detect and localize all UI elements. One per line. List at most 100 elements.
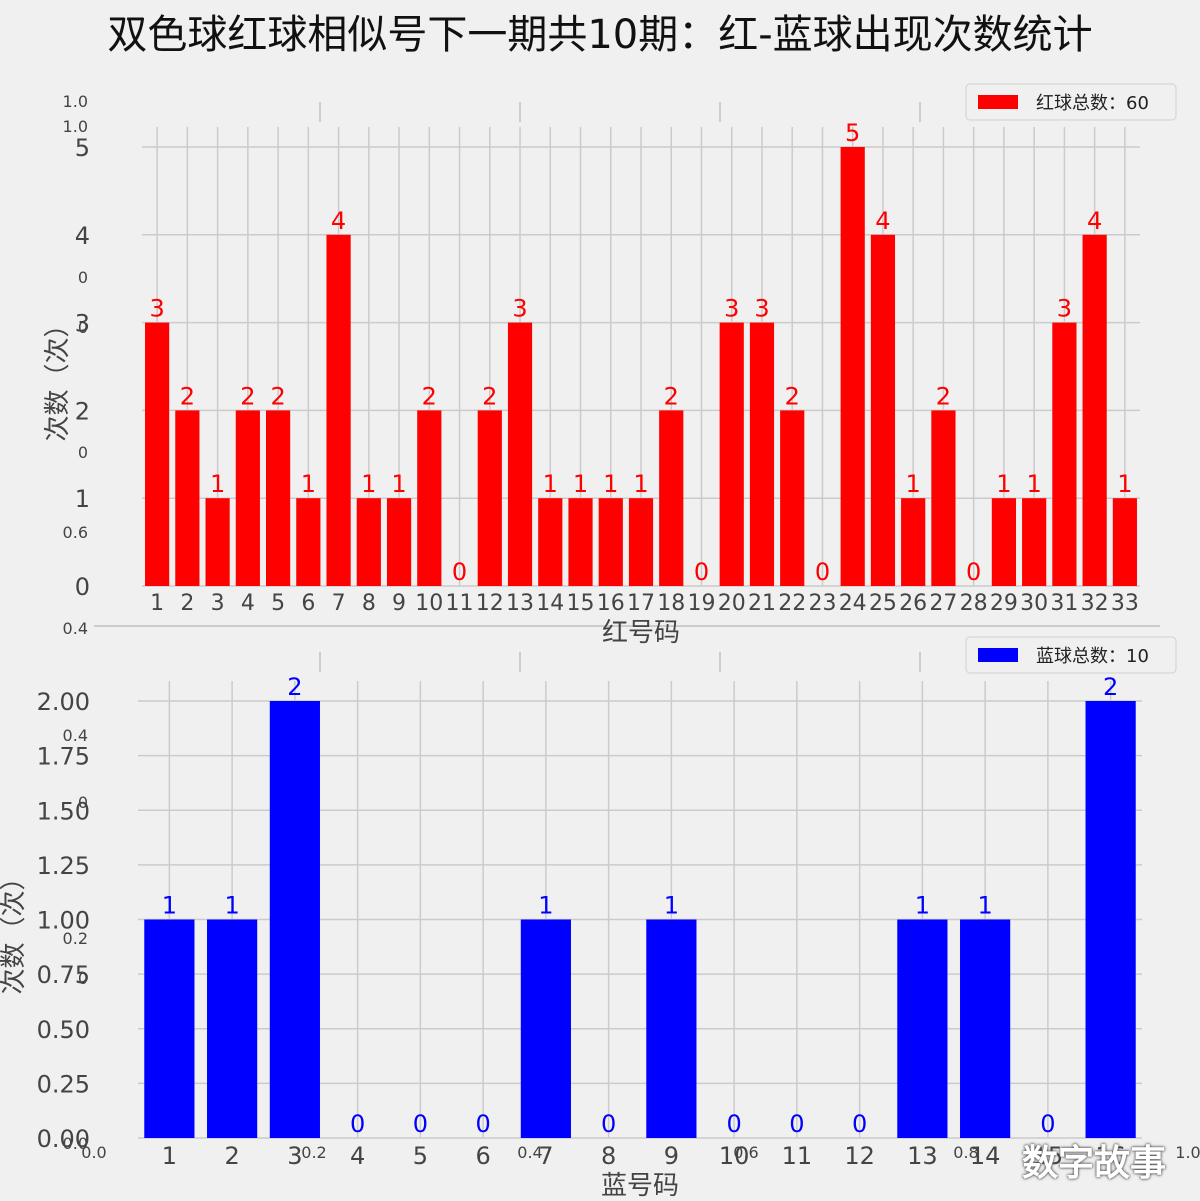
bar-value-label: 2 bbox=[240, 382, 255, 410]
legend-swatch bbox=[978, 95, 1018, 109]
background-x-tick-label: 0.4 bbox=[517, 1143, 542, 1162]
y-tick-label: 2 bbox=[75, 397, 90, 425]
bar-value-label: 1 bbox=[603, 470, 618, 498]
x-axis-label: 红号码 bbox=[602, 618, 680, 648]
legend-box bbox=[965, 636, 1177, 674]
x-tick-label: 18 bbox=[657, 591, 685, 616]
y-tick-label: 0.00 bbox=[37, 1125, 90, 1153]
bar-value-label: 2 bbox=[936, 382, 951, 410]
x-tick-label: 13 bbox=[506, 591, 534, 616]
x-tick-label: 4 bbox=[241, 591, 255, 616]
x-tick-label: 8 bbox=[601, 1142, 616, 1170]
background-y-tick-label: 1.0 bbox=[63, 92, 88, 111]
background-y-tick-label: 0.0 bbox=[63, 1134, 88, 1153]
bar-value-label: 1 bbox=[633, 470, 648, 498]
bar bbox=[477, 410, 502, 586]
x-tick-label: 17 bbox=[627, 591, 655, 616]
bar-value-label: 1 bbox=[1027, 470, 1042, 498]
bar-value-label: 2 bbox=[422, 382, 437, 410]
bar-value-label: 4 bbox=[1087, 207, 1102, 235]
watermark: 数字故事 bbox=[1022, 1143, 1167, 1184]
bar-value-label: 2 bbox=[180, 382, 195, 410]
bar bbox=[386, 498, 412, 586]
x-tick-label: 3 bbox=[211, 591, 225, 616]
y-tick-label: 0.25 bbox=[37, 1070, 90, 1098]
legend-label: 红球总数：60 bbox=[1036, 93, 1149, 114]
bar-value-label: 0 bbox=[601, 1110, 616, 1138]
x-tick-label: 33 bbox=[1111, 591, 1139, 616]
background-y-tick-label: 0 bbox=[78, 443, 88, 462]
y-tick-label: 1 bbox=[75, 485, 90, 513]
bar bbox=[897, 919, 948, 1138]
bar-value-label: 1 bbox=[538, 892, 553, 920]
bar bbox=[1052, 322, 1077, 586]
background-x-tick-label: 0.2 bbox=[301, 1143, 326, 1162]
bar bbox=[1112, 498, 1137, 586]
bar-value-label: 1 bbox=[543, 470, 558, 498]
background-y-tick-label: 0.6 bbox=[63, 523, 88, 542]
legend-label: 蓝球总数：10 bbox=[1036, 646, 1149, 667]
background-x-tick-label: 0.0 bbox=[81, 1143, 106, 1162]
x-tick-label: 27 bbox=[929, 591, 957, 616]
bar-value-label: 0 bbox=[694, 558, 709, 586]
bar bbox=[646, 919, 697, 1138]
bar bbox=[507, 322, 533, 586]
y-tick-label: 1.25 bbox=[37, 852, 90, 880]
y-tick-label: 1.75 bbox=[37, 743, 90, 771]
bar bbox=[931, 410, 956, 586]
x-tick-label: 3 bbox=[287, 1142, 302, 1170]
x-tick-label: 30 bbox=[1020, 591, 1048, 616]
x-tick-label: 22 bbox=[778, 591, 806, 616]
x-tick-label: 8 bbox=[362, 591, 376, 616]
bar-value-label: 1 bbox=[210, 470, 225, 498]
bar bbox=[628, 498, 654, 586]
x-tick-label: 6 bbox=[301, 591, 315, 616]
bar-value-label: 1 bbox=[301, 470, 316, 498]
bar-value-label: 1 bbox=[391, 470, 406, 498]
bar bbox=[780, 410, 805, 586]
bar-value-label: 3 bbox=[724, 295, 739, 323]
x-tick-label: 9 bbox=[664, 1142, 679, 1170]
y-tick-label: 1.50 bbox=[37, 797, 90, 825]
x-tick-label: 32 bbox=[1081, 591, 1109, 616]
bar-value-label: 3 bbox=[1057, 295, 1072, 323]
bar bbox=[659, 410, 684, 586]
bar-value-label: 0 bbox=[1040, 1110, 1055, 1138]
bar bbox=[296, 498, 321, 586]
y-axis-label: 次数（次） bbox=[0, 864, 29, 994]
bar-value-label: 4 bbox=[331, 207, 346, 235]
bar bbox=[598, 498, 623, 586]
x-tick-label: 9 bbox=[392, 591, 406, 616]
x-tick-label: 14 bbox=[970, 1142, 1001, 1170]
bar bbox=[144, 919, 195, 1138]
background-y-tick-label: 0 bbox=[78, 268, 88, 287]
bar bbox=[175, 410, 200, 586]
bar-value-label: 0 bbox=[475, 1110, 490, 1138]
bar-value-label: 1 bbox=[906, 470, 921, 498]
x-tick-label: 28 bbox=[960, 591, 988, 616]
background-y-tick-label: 0.2 bbox=[63, 929, 88, 948]
x-tick-label: 4 bbox=[350, 1142, 365, 1170]
bar-value-label: 1 bbox=[573, 470, 588, 498]
bar bbox=[356, 498, 381, 586]
bar-value-label: 2 bbox=[785, 382, 800, 410]
bar bbox=[207, 919, 258, 1138]
x-tick-label: 29 bbox=[990, 591, 1018, 616]
background-y-tick-label: 0.4 bbox=[63, 619, 88, 638]
x-tick-label: 16 bbox=[597, 591, 625, 616]
legend-box bbox=[965, 83, 1177, 121]
background-y-tick-label: 1.0 bbox=[63, 117, 88, 136]
bar bbox=[326, 234, 351, 587]
x-tick-label: 11 bbox=[782, 1142, 813, 1170]
bar bbox=[235, 410, 260, 586]
bar bbox=[269, 701, 320, 1138]
x-tick-label: 12 bbox=[476, 591, 504, 616]
bar-value-label: 4 bbox=[875, 207, 890, 235]
bar bbox=[520, 919, 571, 1138]
x-tick-label: 1 bbox=[162, 1142, 177, 1170]
x-tick-label: 19 bbox=[687, 591, 715, 616]
bar-value-label: 2 bbox=[482, 382, 497, 410]
bar-value-label: 2 bbox=[270, 382, 285, 410]
bar-value-label: 1 bbox=[977, 892, 992, 920]
